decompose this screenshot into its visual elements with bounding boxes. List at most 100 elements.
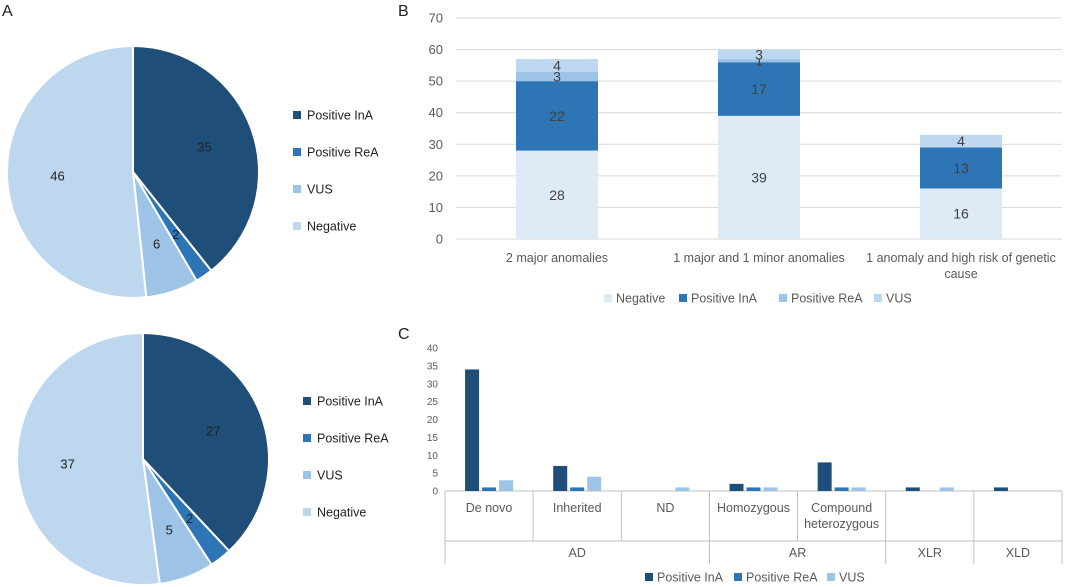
data-label-positive-ina: 22 bbox=[549, 108, 565, 124]
y-tick-label: 20 bbox=[427, 415, 439, 426]
legend-label-positive-rea: Positive ReA bbox=[317, 432, 389, 446]
bar-positive-rea bbox=[834, 487, 849, 491]
bar-positive-rea bbox=[746, 487, 761, 491]
pie-label-positive-ina: 35 bbox=[197, 140, 211, 155]
bar-negative bbox=[516, 150, 598, 239]
group-label-xlr: XLR bbox=[918, 546, 942, 560]
bar-positive-ina bbox=[516, 81, 598, 151]
legend-label-negative: Negative bbox=[317, 506, 366, 520]
pie-slice-positive-ina bbox=[132, 44, 260, 273]
pie-label-vus: 5 bbox=[166, 522, 173, 537]
data-label-vus: 4 bbox=[553, 57, 561, 73]
y-tick-label: 40 bbox=[429, 105, 443, 120]
bar-vus bbox=[675, 487, 690, 491]
bar-vus bbox=[920, 134, 1002, 148]
pie-label-positive-ina: 27 bbox=[206, 424, 220, 439]
group-label-ad: AD bbox=[569, 546, 586, 560]
legend-swatch-negative bbox=[303, 508, 311, 516]
category-label: Compound bbox=[811, 501, 872, 515]
legend-label-vus: VUS bbox=[886, 292, 912, 306]
legend-swatch-vus bbox=[303, 471, 311, 479]
legend-swatch-negative bbox=[293, 222, 301, 230]
legend-swatch-positive-rea bbox=[293, 148, 301, 156]
bar-vus bbox=[939, 487, 954, 491]
bar-vus bbox=[516, 59, 598, 72]
bar-positive-rea bbox=[482, 487, 497, 491]
y-tick-label: 50 bbox=[429, 74, 443, 89]
data-label-positive-ina: 13 bbox=[953, 160, 969, 176]
y-tick-label: 0 bbox=[436, 232, 443, 247]
bar-positive-rea bbox=[718, 59, 800, 63]
legend-label-vus: VUS bbox=[317, 469, 343, 483]
legend-label-positive-ina: Positive InA bbox=[307, 109, 374, 123]
y-tick-label: 10 bbox=[429, 200, 443, 215]
category-label: cause bbox=[944, 267, 977, 281]
legend-label-vus: VUS bbox=[307, 183, 333, 197]
legend-swatch-vus bbox=[827, 573, 835, 581]
bar-positive-ina bbox=[718, 62, 800, 116]
pie-label-vus: 6 bbox=[153, 236, 160, 251]
y-tick-label: 20 bbox=[429, 168, 443, 183]
category-label: Homozygous bbox=[717, 501, 790, 515]
legend-label-positive-ina: Positive InA bbox=[657, 571, 724, 585]
bar-vus bbox=[499, 480, 514, 491]
bar-positive-rea bbox=[570, 487, 585, 491]
y-tick-label: 0 bbox=[432, 487, 438, 498]
y-tick-label: 15 bbox=[427, 433, 439, 444]
category-label: 2 major anomalies bbox=[506, 251, 608, 265]
legend-label-vus: VUS bbox=[839, 571, 865, 585]
pie-chart-bottom: 27 25 37 Positive InA Positive ReA VUS Negativ… bbox=[16, 331, 389, 586]
bar-negative bbox=[718, 115, 800, 239]
legend-swatch-positive-ina bbox=[303, 397, 311, 405]
legend-swatch-positive-ina bbox=[679, 294, 687, 302]
data-label-vus: 4 bbox=[957, 133, 965, 149]
y-tick-label: 30 bbox=[427, 379, 439, 390]
bar-positive-ina bbox=[905, 487, 920, 491]
panel-label-a: A bbox=[2, 3, 13, 20]
data-label-negative: 28 bbox=[549, 187, 565, 203]
y-tick-label: 35 bbox=[427, 361, 439, 372]
legend-label-positive-rea: Positive ReA bbox=[307, 146, 379, 160]
pie-label-negative: 46 bbox=[50, 169, 64, 184]
panel-label-c: C bbox=[398, 326, 410, 343]
bar-positive-rea bbox=[516, 71, 598, 82]
bar-vus bbox=[718, 49, 800, 60]
pie-label-positive-rea: 2 bbox=[172, 227, 179, 242]
data-label-negative: 16 bbox=[953, 206, 969, 222]
y-tick-label: 70 bbox=[429, 11, 443, 26]
legend-label-positive-ina: Positive InA bbox=[317, 395, 384, 409]
bar-positive-ina bbox=[920, 147, 1002, 189]
y-tick-label: 60 bbox=[429, 42, 443, 57]
bar-vus bbox=[587, 476, 602, 491]
pie-label-positive-rea: 2 bbox=[186, 511, 193, 526]
data-label-vus: 3 bbox=[755, 46, 763, 62]
bar-positive-ina bbox=[465, 369, 480, 491]
legend-swatch-positive-ina bbox=[645, 573, 653, 581]
data-label-positive-rea: 3 bbox=[553, 68, 561, 84]
data-label-negative: 39 bbox=[751, 169, 767, 185]
group-label-xld: XLD bbox=[1006, 546, 1030, 560]
panel-label-b: B bbox=[398, 3, 409, 20]
category-label: ND bbox=[656, 501, 674, 515]
category-label: heterozygous bbox=[804, 517, 879, 531]
pie-slice-negative bbox=[5, 44, 148, 299]
bar-positive-ina bbox=[993, 487, 1008, 491]
legend-swatch-vus bbox=[874, 294, 882, 302]
legend-label-negative: Negative bbox=[307, 220, 356, 234]
category-label: 1 anomaly and high risk of genetic bbox=[866, 251, 1056, 265]
legend-label-positive-rea: Positive ReA bbox=[746, 571, 818, 585]
bar-vus bbox=[763, 487, 778, 491]
bar-negative bbox=[920, 188, 1002, 239]
group-label-ar: AR bbox=[789, 546, 806, 560]
bar-positive-ina bbox=[553, 465, 568, 491]
legend-label-positive-rea: Positive ReA bbox=[791, 292, 863, 306]
y-tick-label: 10 bbox=[427, 451, 439, 462]
legend-swatch-negative bbox=[604, 294, 612, 302]
y-tick-label: 5 bbox=[432, 469, 438, 480]
bar-positive-ina bbox=[729, 483, 744, 491]
pie-slice-positive-ina bbox=[142, 331, 270, 553]
data-label-positive-rea: 1 bbox=[755, 53, 763, 69]
legend-swatch-vus bbox=[293, 185, 301, 193]
